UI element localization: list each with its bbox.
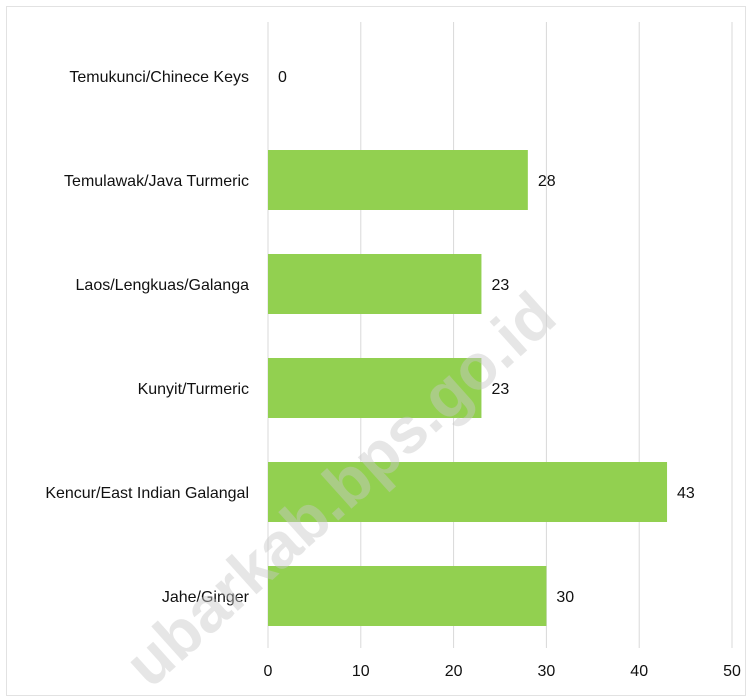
category-label: Kencur/East Indian Galangal [45,485,249,502]
x-tick-label: 50 [723,663,741,680]
x-tick-label: 10 [352,663,370,680]
x-tick-label: 0 [264,663,273,680]
category-label: Kunyit/Turmeric [138,381,249,398]
category-label: Laos/Lengkuas/Galanga [76,277,250,294]
gridlines [267,22,733,648]
x-tick-label: 40 [630,663,648,680]
data-label: 23 [491,381,509,398]
data-label: 23 [491,277,509,294]
data-label: 28 [538,173,556,190]
category-label: Jahe/Ginger [162,589,250,606]
bar [268,358,482,418]
bar [268,566,547,626]
x-axis-ticks: 0 10 20 30 40 50 [264,663,741,680]
bar [268,462,668,522]
category-label: Temulawak/Java Turmeric [64,173,249,190]
bars [268,150,668,626]
x-tick-label: 20 [445,663,463,680]
labels: Temukunci/Chinece Keys 0 Temulawak/Java Tu… [45,69,695,606]
bar [268,150,528,210]
data-label: 0 [278,69,287,86]
bar [268,254,482,314]
data-label: 43 [677,485,695,502]
category-label: Temukunci/Chinece Keys [69,69,249,86]
x-tick-label: 30 [538,663,556,680]
data-label: 30 [556,589,574,606]
